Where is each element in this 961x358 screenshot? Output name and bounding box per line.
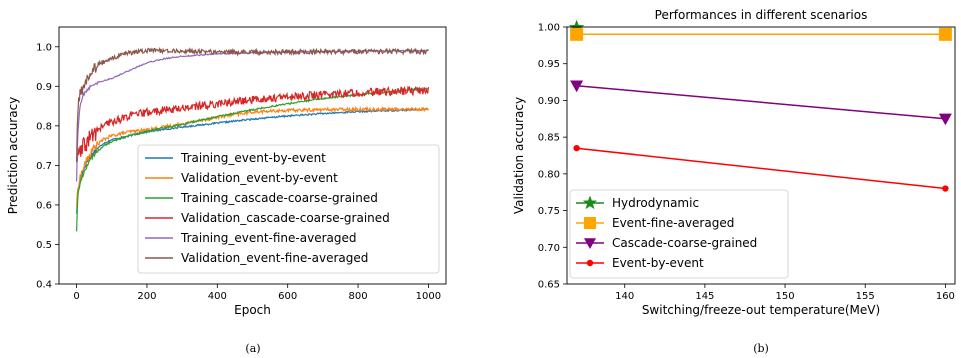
y-tick-label-b: 0.70 [538,243,560,254]
series-line-2 [76,105,429,207]
x-tick-label-b: 155 [856,291,875,302]
y-tick-label-a: 0.5 [36,240,52,251]
legend-b [569,189,789,279]
x-tick-label-a: 1000 [416,291,441,302]
plot-frame-b [566,26,956,285]
legend-label-a: Training_cascade-coarse-grained [180,191,378,205]
series-line-4 [76,85,429,162]
data-point-b [942,185,949,192]
y-tick-label-b: 0.80 [538,169,560,180]
y-tick-label-a: 0.4 [36,280,52,291]
plot-frame-a [58,26,447,285]
legend-label-b: Event-by-event [612,256,704,270]
caption-a: (a) [245,342,260,355]
y-tick-label-a: 0.9 [36,82,52,93]
y-tick-label-a: 1.0 [36,42,52,53]
y-tick-label-a: 0.8 [36,121,52,132]
y-tick-label-b: 0.65 [538,280,560,291]
y-tick-label-b: 0.85 [538,133,560,144]
legend-label-b: Cascade-coarse-grained [612,236,757,250]
y-tick-label-b: 0.75 [538,206,560,217]
legend-label-b: Hydrodynamic [612,196,699,210]
legend-label-a: Training_event-by-event [180,151,326,165]
data-point-b [938,113,952,126]
legend-label-a: Validation_cascade-coarse-grained [181,211,390,225]
legend-label-a: Validation_event-fine-averaged [181,251,368,265]
legend-marker-b [582,195,598,210]
chart-a: 0 200 400 600 800 1000 0.4 0.5 0.6 0.7 0.8 0.9 1.0 Ep… [6,26,447,355]
x-tick-label-b: 160 [936,291,955,302]
data-point-b [570,80,584,93]
legend-marker-b [584,238,596,249]
y-axis-label-a: Prediction accuracy [6,97,20,215]
x-tick-label-a: 200 [137,291,156,302]
x-axis-label-b: Switching/freeze-out temperature(MeV) [642,303,880,317]
y-tick-label-a: 0.6 [36,200,52,211]
x-tick-label-b: 140 [615,291,634,302]
legend-a [137,144,440,274]
y-tick-label-b: 0.95 [538,59,560,70]
series-line-6 [76,46,429,163]
series-line-3 [76,87,429,232]
data-point-b [570,27,584,41]
chart-b: Performances in different scenarios 140 14… [512,8,956,355]
legend-label-b: Event-fine-averaged [612,216,734,230]
y-tick-label-b: 0.90 [538,96,560,107]
x-tick-label-a: 0 [73,291,79,302]
chart-title-b: Performances in different scenarios [655,8,868,22]
caption-b: (b) [753,342,769,355]
x-tick-label-a: 400 [208,291,227,302]
legend-marker-b [584,217,596,229]
series-line-b-3 [576,84,946,120]
x-tick-label-b: 150 [776,291,795,302]
legend-marker-b [586,259,594,267]
y-axis-label-b: Validation accuracy [512,97,526,214]
x-axis-label-a: Epoch [234,303,271,317]
data-point-b [938,27,952,41]
y-tick-label-a: 0.7 [36,161,52,172]
series-line-b-4 [576,147,946,190]
x-tick-label-b: 145 [695,291,714,302]
x-tick-label-a: 600 [278,291,297,302]
legend-label-a: Training_event-fine-averaged [180,231,356,245]
legend-label-a: Validation_event-by-event [181,171,338,185]
data-point-b [573,144,580,152]
x-tick-label-a: 800 [348,291,367,302]
y-tick-label-b: 1.00 [538,23,560,34]
